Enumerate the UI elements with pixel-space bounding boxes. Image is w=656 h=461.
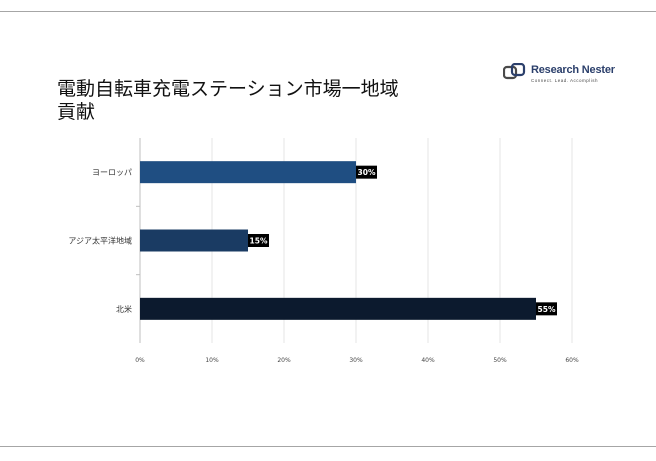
data-label-bg xyxy=(248,234,269,247)
x-tick-label: 0% xyxy=(135,357,145,364)
bar-2 xyxy=(140,297,536,320)
x-tick-label: 10% xyxy=(205,357,219,364)
bars xyxy=(140,161,536,320)
bottom-rule xyxy=(0,446,656,447)
logo-tagline: Connect. Lead. Accomplish xyxy=(531,78,599,83)
axes xyxy=(136,138,141,343)
data-label-bg xyxy=(356,165,377,179)
chart-title: 電動自転車充電ステーション市場一地域貢献 xyxy=(57,78,399,123)
category-label: ヨーロッパ xyxy=(92,168,132,177)
data-label: 30% xyxy=(358,168,376,177)
category-label: アジア太平洋地域 xyxy=(68,236,132,246)
top-rule xyxy=(0,11,656,12)
x-tick-label: 60% xyxy=(565,357,579,364)
data-label-bg xyxy=(536,302,557,316)
bar-1 xyxy=(140,229,248,252)
x-tick-label: 40% xyxy=(421,357,435,364)
data-label: 15% xyxy=(250,237,268,246)
x-tick-label: 20% xyxy=(277,357,291,364)
labels: 0% 10% 20% 30% 40% 50% 60% ヨーロッパ 30% アジア太平洋地域 15% 北… xyxy=(68,165,579,364)
data-label: 55% xyxy=(538,305,556,314)
bar-0 xyxy=(140,161,356,184)
category-label: 北米 xyxy=(116,304,132,314)
logo-mark-icon xyxy=(502,62,526,80)
x-tick-label: 30% xyxy=(349,357,363,364)
logo-name: Research Nester xyxy=(531,64,615,76)
research-nester-logo: Research Nester Connect. Lead. Accomplis… xyxy=(502,62,615,87)
x-tick-label: 50% xyxy=(493,357,507,364)
